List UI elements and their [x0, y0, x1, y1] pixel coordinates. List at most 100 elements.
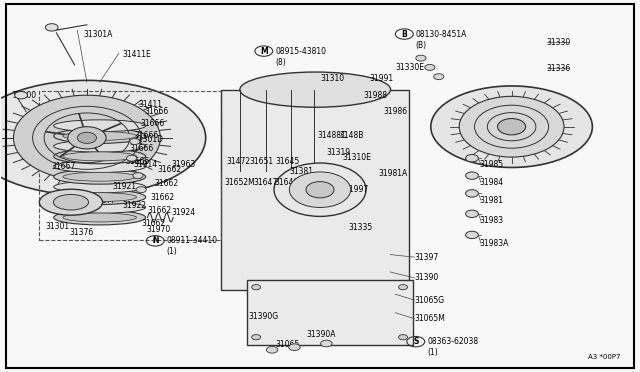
- Text: (1): (1): [428, 348, 438, 357]
- Text: (1): (1): [167, 247, 177, 256]
- Circle shape: [399, 285, 408, 290]
- Ellipse shape: [54, 210, 146, 225]
- Ellipse shape: [54, 120, 146, 132]
- Circle shape: [416, 55, 426, 61]
- Ellipse shape: [63, 172, 136, 181]
- Circle shape: [130, 138, 140, 144]
- Text: (B): (B): [416, 41, 427, 50]
- Text: 31662: 31662: [154, 179, 178, 187]
- Circle shape: [466, 190, 478, 197]
- Text: 31381: 31381: [289, 167, 314, 176]
- Circle shape: [460, 96, 564, 157]
- Circle shape: [289, 172, 351, 208]
- Text: 31984: 31984: [479, 178, 504, 187]
- Ellipse shape: [54, 129, 146, 143]
- Circle shape: [466, 154, 478, 162]
- Text: 3148B: 3148B: [339, 131, 364, 141]
- Text: 31667: 31667: [52, 162, 76, 171]
- Text: 31914: 31914: [134, 160, 157, 169]
- Text: 31390: 31390: [415, 273, 439, 282]
- Text: (8): (8): [275, 58, 286, 67]
- Ellipse shape: [63, 213, 136, 222]
- Circle shape: [466, 172, 478, 179]
- Text: 31319M: 31319M: [84, 196, 115, 205]
- Text: 31301D: 31301D: [134, 135, 164, 144]
- Text: 31963: 31963: [172, 160, 196, 169]
- Circle shape: [466, 210, 478, 218]
- Circle shape: [136, 187, 147, 193]
- Circle shape: [306, 182, 334, 198]
- Circle shape: [274, 163, 366, 217]
- Circle shape: [68, 127, 106, 149]
- Text: 31100: 31100: [12, 91, 36, 100]
- Text: A3 *00P7: A3 *00P7: [588, 354, 620, 360]
- Text: 08915-43810: 08915-43810: [275, 46, 326, 55]
- Circle shape: [289, 344, 300, 350]
- Circle shape: [434, 74, 444, 80]
- Text: 31330: 31330: [547, 38, 571, 47]
- Text: 31922: 31922: [122, 201, 146, 210]
- Text: 31662: 31662: [157, 165, 181, 174]
- Ellipse shape: [54, 190, 146, 205]
- Ellipse shape: [240, 72, 390, 107]
- Ellipse shape: [63, 193, 136, 202]
- Text: 31411E: 31411E: [122, 50, 151, 59]
- Ellipse shape: [54, 201, 146, 213]
- Text: 31986: 31986: [384, 108, 408, 116]
- Ellipse shape: [431, 86, 593, 167]
- Bar: [39, 92, 221, 240]
- Text: 31662: 31662: [148, 206, 172, 215]
- Text: 31997: 31997: [344, 185, 369, 194]
- Text: 31646: 31646: [274, 178, 298, 187]
- Text: 31921: 31921: [113, 182, 136, 191]
- Text: M: M: [260, 46, 268, 55]
- Text: 31666: 31666: [135, 131, 159, 141]
- Bar: [246, 280, 413, 344]
- Text: 31310E: 31310E: [342, 153, 371, 161]
- Ellipse shape: [54, 140, 146, 152]
- Text: 31301: 31301: [45, 222, 70, 231]
- Text: S: S: [413, 337, 419, 346]
- Text: 31666: 31666: [130, 144, 154, 153]
- Text: 31390G: 31390G: [248, 312, 278, 321]
- Text: 08911-34410: 08911-34410: [167, 236, 218, 246]
- Text: B: B: [401, 29, 407, 39]
- Text: 31472: 31472: [226, 157, 250, 166]
- Ellipse shape: [54, 181, 146, 193]
- Text: 31488C: 31488C: [317, 131, 347, 141]
- Text: 31647: 31647: [253, 178, 277, 187]
- Bar: [221, 90, 410, 290]
- Text: 31065G: 31065G: [415, 296, 445, 305]
- Circle shape: [497, 119, 525, 135]
- Ellipse shape: [63, 132, 136, 140]
- Circle shape: [133, 173, 143, 179]
- Ellipse shape: [0, 80, 205, 195]
- Text: 31924: 31924: [172, 208, 196, 217]
- Text: 31970: 31970: [147, 225, 170, 234]
- Circle shape: [466, 231, 478, 238]
- Circle shape: [266, 346, 278, 353]
- Text: 31645: 31645: [275, 157, 300, 166]
- Text: 31336: 31336: [547, 64, 571, 73]
- Text: 31985: 31985: [479, 160, 504, 169]
- Text: 31390A: 31390A: [306, 330, 335, 340]
- Circle shape: [399, 335, 408, 340]
- Text: 31652M: 31652M: [224, 178, 255, 187]
- Circle shape: [252, 285, 260, 290]
- Text: N: N: [152, 236, 159, 246]
- Text: 31411: 31411: [138, 100, 162, 109]
- Text: 31983: 31983: [479, 217, 504, 225]
- Ellipse shape: [53, 195, 88, 210]
- Text: 31330E: 31330E: [396, 63, 424, 72]
- Text: 08130-8451A: 08130-8451A: [416, 29, 467, 39]
- Text: 31981: 31981: [479, 196, 504, 205]
- Circle shape: [321, 340, 332, 347]
- Text: 31991: 31991: [370, 74, 394, 83]
- Circle shape: [45, 24, 58, 31]
- Ellipse shape: [54, 149, 146, 164]
- Text: 31397: 31397: [415, 253, 439, 262]
- Circle shape: [13, 95, 161, 180]
- Text: 31981A: 31981A: [379, 169, 408, 177]
- Text: 31662: 31662: [151, 193, 175, 202]
- Ellipse shape: [39, 189, 102, 215]
